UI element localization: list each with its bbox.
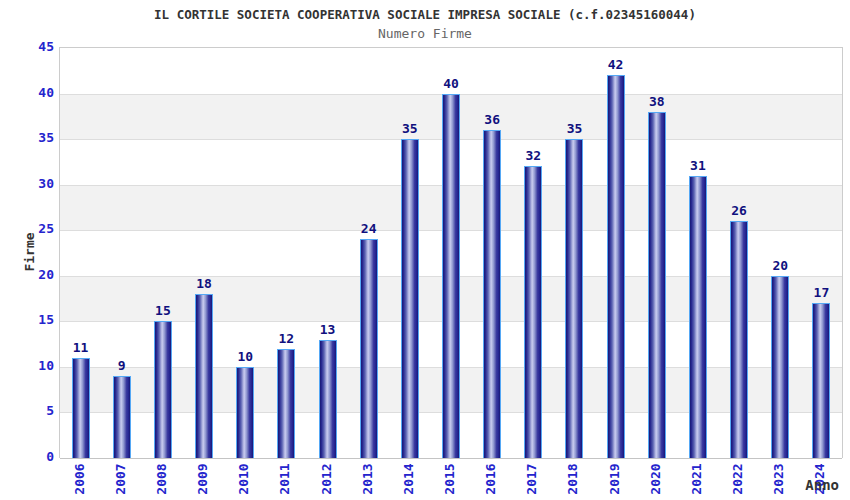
- y-tick-label: 5: [0, 403, 54, 419]
- bar-value-label: 31: [678, 158, 718, 173]
- bar-2015: [442, 94, 460, 458]
- x-tick-label: 2019: [608, 459, 622, 499]
- bar-2014: [401, 139, 419, 458]
- plot-area: 1191518101213243540363235423831262017: [59, 47, 843, 458]
- bar-2011: [277, 349, 295, 458]
- chart-subtitle: Numero Firme: [0, 26, 850, 41]
- y-tick-label: 10: [0, 358, 54, 374]
- x-tick-label: 2023: [772, 459, 786, 499]
- bar-2021: [689, 176, 707, 458]
- bar-2016: [483, 130, 501, 458]
- y-tick-label: 25: [0, 221, 54, 237]
- bar-2013: [360, 239, 378, 458]
- y-tick-label: 45: [0, 39, 54, 55]
- bar-value-label: 20: [760, 258, 800, 273]
- x-axis-title: Anno: [805, 477, 839, 493]
- bar-2020: [648, 112, 666, 458]
- bar-value-label: 15: [143, 303, 183, 318]
- bar-2009: [195, 294, 213, 458]
- y-tick-label: 35: [0, 130, 54, 146]
- x-tick-label: 2021: [690, 459, 704, 499]
- bar-value-label: 26: [719, 203, 759, 218]
- bar-2012: [319, 340, 337, 458]
- x-tick-label: 2012: [320, 459, 334, 499]
- bar-chart: IL CORTILE SOCIETA COOPERATIVA SOCIALE I…: [0, 0, 850, 500]
- bar-value-label: 18: [184, 276, 224, 291]
- bar-value-label: 10: [225, 349, 265, 364]
- x-tick-label: 2022: [731, 459, 745, 499]
- x-tick-label: 2010: [237, 459, 251, 499]
- bar-value-label: 17: [801, 285, 841, 300]
- x-tick-label: 2009: [196, 459, 210, 499]
- x-tick-label: 2006: [73, 459, 87, 499]
- x-tick-label: 2011: [278, 459, 292, 499]
- bar-value-label: 12: [266, 331, 306, 346]
- bar-value-label: 35: [390, 121, 430, 136]
- x-tick-label: 2013: [361, 459, 375, 499]
- bar-2008: [154, 321, 172, 458]
- bar-value-label: 40: [431, 76, 471, 91]
- bar-value-label: 42: [596, 57, 636, 72]
- bar-2022: [730, 221, 748, 458]
- bar-2019: [607, 75, 625, 458]
- bar-value-label: 11: [61, 340, 101, 355]
- x-tick-label: 2020: [649, 459, 663, 499]
- bar-2006: [72, 358, 90, 458]
- x-tick-label: 2018: [566, 459, 580, 499]
- x-tick-label: 2017: [525, 459, 539, 499]
- bar-value-label: 9: [102, 358, 142, 373]
- chart-title: IL CORTILE SOCIETA COOPERATIVA SOCIALE I…: [0, 7, 850, 22]
- y-tick-label: 20: [0, 267, 54, 283]
- bar-value-label: 38: [637, 94, 677, 109]
- bar-2018: [565, 139, 583, 458]
- x-tick-label: 2015: [443, 459, 457, 499]
- bar-value-label: 13: [308, 322, 348, 337]
- bar-value-label: 35: [554, 121, 594, 136]
- bar-2024: [812, 303, 830, 458]
- x-tick-label: 2008: [155, 459, 169, 499]
- bar-2007: [113, 376, 131, 458]
- y-tick-label: 0: [0, 449, 54, 465]
- x-tick-label: 2014: [402, 459, 416, 499]
- x-tick-label: 2016: [484, 459, 498, 499]
- bar-2010: [236, 367, 254, 458]
- bar-value-label: 24: [349, 221, 389, 236]
- bar-2017: [524, 166, 542, 458]
- y-tick-label: 40: [0, 85, 54, 101]
- bar-value-label: 36: [472, 112, 512, 127]
- y-tick-label: 15: [0, 312, 54, 328]
- y-tick-label: 30: [0, 176, 54, 192]
- bar-2023: [771, 276, 789, 458]
- bar-value-label: 32: [513, 148, 553, 163]
- x-tick-label: 2007: [114, 459, 128, 499]
